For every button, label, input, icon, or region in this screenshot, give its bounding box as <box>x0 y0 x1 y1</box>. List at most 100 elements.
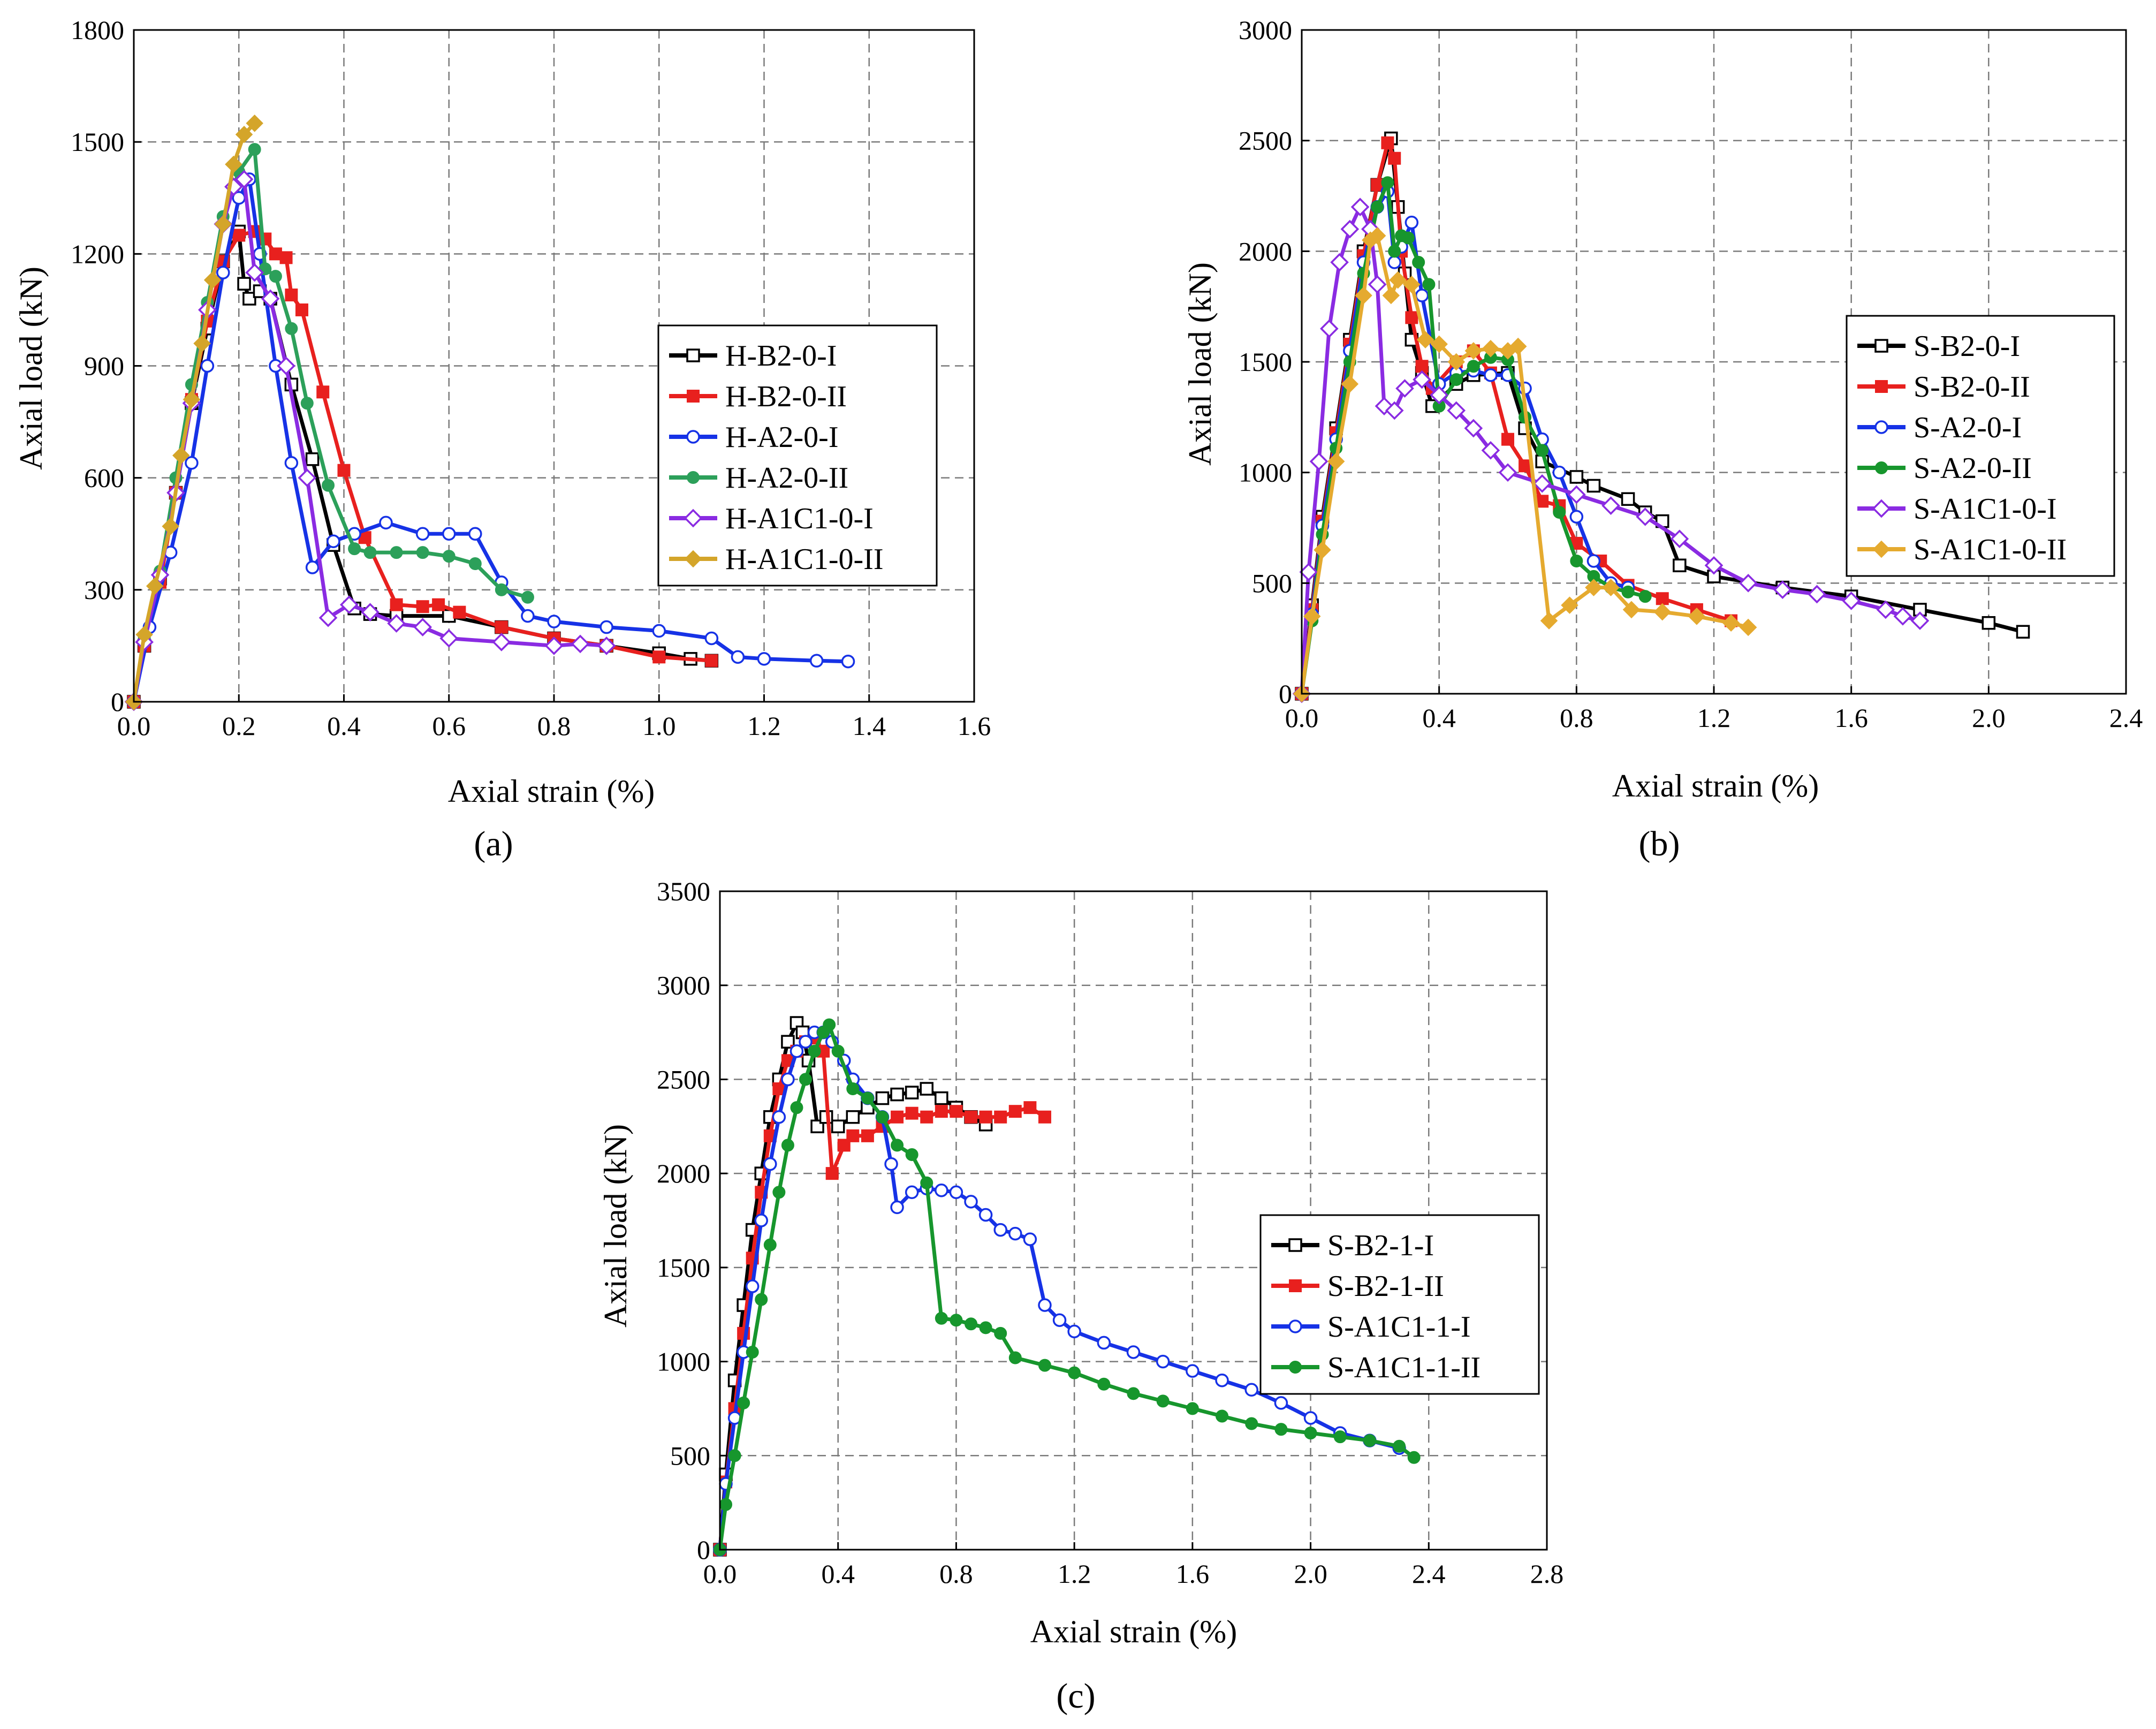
panel-caption: (c) <box>1056 1677 1095 1716</box>
legend-label: H-B2-0-I <box>725 339 837 373</box>
data-point <box>1389 271 1407 289</box>
y-tick-label: 1000 <box>657 1347 710 1377</box>
data-point <box>1303 608 1321 625</box>
y-tick-label: 900 <box>84 351 124 381</box>
y-tick-label: 2000 <box>657 1158 710 1188</box>
data-point <box>799 1035 813 1049</box>
data-point <box>1501 433 1514 446</box>
data-point <box>846 1082 860 1095</box>
data-point <box>841 654 855 669</box>
data-point <box>1156 1354 1170 1369</box>
data-point <box>1309 452 1328 471</box>
data-point <box>571 634 590 654</box>
data-point <box>1382 286 1400 305</box>
data-point <box>337 464 351 477</box>
data-point <box>1532 474 1552 493</box>
data-point <box>1340 219 1360 239</box>
data-point <box>1350 198 1370 216</box>
data-point <box>890 1087 904 1102</box>
data-point <box>1388 151 1401 165</box>
data-point <box>890 1200 904 1215</box>
data-point <box>216 266 230 279</box>
legend-item: H-A2-0-I <box>669 421 838 454</box>
legend-item: S-B2-1-II <box>1271 1270 1444 1303</box>
data-point <box>1670 529 1689 548</box>
data-point <box>905 1106 918 1120</box>
data-point <box>1368 227 1386 245</box>
data-point <box>1982 616 1996 630</box>
panel-caption: (b) <box>1639 824 1680 863</box>
data-point <box>322 479 335 492</box>
data-point <box>1320 319 1339 338</box>
legend-swatch-marker <box>1874 339 1888 353</box>
legend-swatch-marker <box>1288 1238 1302 1252</box>
data-point <box>1274 1423 1288 1436</box>
chart-panel-b: 0.0 0.4 0.8 1.2 1.6 2.0 2.4 0 500 1000 1500 2000 250… <box>1182 15 2143 863</box>
chart-panel-c: 0.0 0.4 0.8 1.2 1.6 2.0 2.4 2.8 0 500 1000 1500 2000… <box>598 876 1563 1716</box>
data-point <box>1412 256 1425 269</box>
y-tick-label: 2500 <box>1239 126 1292 156</box>
data-point <box>1126 1345 1141 1359</box>
data-point <box>994 1326 1007 1340</box>
data-point <box>492 633 511 651</box>
data-point <box>1447 401 1466 420</box>
data-point <box>905 1086 919 1099</box>
data-point <box>232 229 246 242</box>
y-tick-label: 3000 <box>657 970 710 1000</box>
data-point <box>755 1293 768 1306</box>
data-point <box>1585 579 1603 596</box>
data-point <box>246 115 263 132</box>
x-tick-label: 1.6 <box>1834 703 1868 733</box>
data-point <box>978 1208 993 1222</box>
data-point <box>1621 585 1635 598</box>
data-point <box>1482 339 1500 358</box>
legend-label: S-B2-1-II <box>1327 1270 1444 1303</box>
data-point <box>1739 618 1757 636</box>
x-tick-label: 1.6 <box>958 711 991 741</box>
legend-item: S-B2-0-II <box>1857 370 2030 404</box>
data-point <box>1447 353 1466 371</box>
data-point <box>269 270 282 283</box>
data-point <box>884 1157 898 1171</box>
data-point <box>831 1119 845 1134</box>
data-point <box>964 1195 978 1209</box>
data-point <box>1186 1364 1200 1378</box>
y-tick-label: 300 <box>84 575 124 605</box>
legend-label: H-A2-0-II <box>725 461 848 495</box>
plot-area-frame <box>719 890 1548 1551</box>
data-point <box>203 271 222 289</box>
data-point <box>652 650 666 664</box>
x-axis-title: Axial strain (%) <box>448 774 655 809</box>
legend-item: S-A1C1-1-II <box>1271 1351 1481 1384</box>
data-point <box>1127 1387 1140 1400</box>
x-tick-label: 0.0 <box>703 1559 737 1589</box>
data-point <box>1403 276 1421 293</box>
data-point <box>1415 289 1429 302</box>
data-point <box>1368 275 1387 294</box>
legend-item: H-B2-0-I <box>669 339 837 373</box>
data-point <box>965 1110 978 1124</box>
data-point <box>920 1110 933 1124</box>
legend-label: S-B2-0-II <box>1914 370 2030 404</box>
data-point <box>825 1167 839 1180</box>
x-tick-label: 0.8 <box>537 711 571 741</box>
data-point <box>1052 1313 1067 1328</box>
data-point <box>1038 1359 1051 1372</box>
data-point <box>1808 585 1826 604</box>
data-point <box>193 335 211 352</box>
legend-swatch-marker <box>1289 1361 1302 1374</box>
data-point <box>1156 1394 1170 1408</box>
data-point <box>1304 1427 1317 1440</box>
data-point <box>1910 611 1930 630</box>
data-point <box>1395 379 1414 398</box>
data-point <box>318 608 338 627</box>
data-point <box>305 560 320 574</box>
x-tick-label: 0.6 <box>432 711 466 741</box>
data-point <box>416 546 429 559</box>
data-point <box>1215 1373 1229 1387</box>
x-tick-label: 2.0 <box>1972 703 2006 733</box>
data-point <box>935 1184 948 1197</box>
data-point <box>468 527 482 541</box>
legend-label: S-A1C1-0-II <box>1914 533 2067 566</box>
data-point <box>1299 563 1318 581</box>
